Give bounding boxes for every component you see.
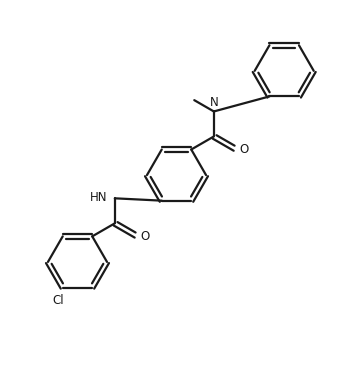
Text: O: O: [140, 230, 149, 243]
Text: N: N: [209, 96, 218, 109]
Text: HN: HN: [90, 191, 107, 204]
Text: O: O: [239, 143, 248, 156]
Text: Cl: Cl: [53, 294, 64, 307]
